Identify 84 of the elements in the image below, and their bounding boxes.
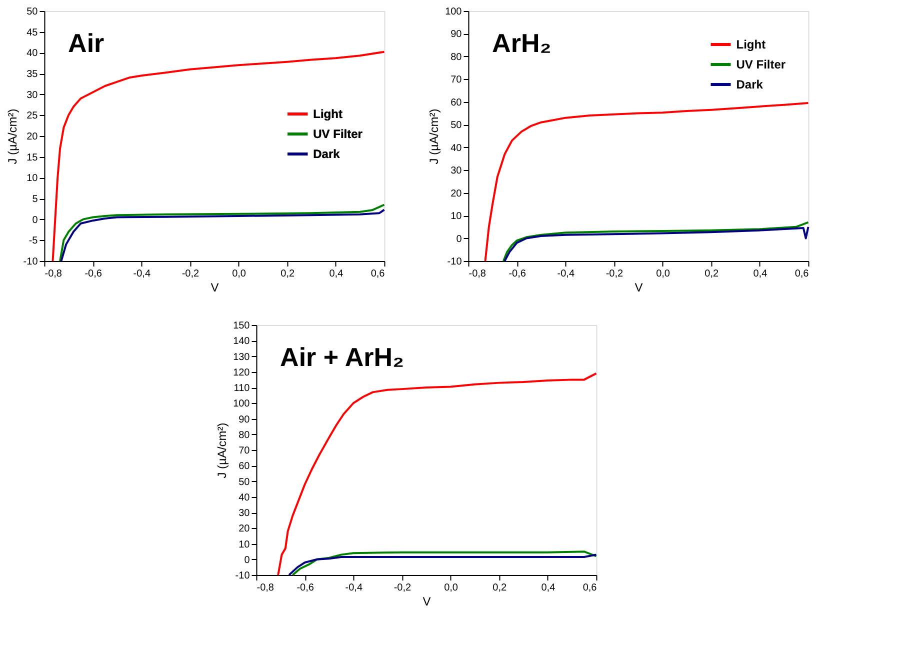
y-tick-label: 0 <box>456 234 462 245</box>
y-tick-label: 30 <box>238 508 250 519</box>
x-tick-label: -0,8 <box>44 268 62 280</box>
y-tick-label: 25 <box>26 110 38 122</box>
legend-label: UV Filter <box>736 58 786 72</box>
x-tick-label: 0,0 <box>656 268 670 280</box>
y-tick-label: 80 <box>450 52 462 63</box>
y-axis-title: J (µA/cm²) <box>215 422 230 478</box>
y-tick-label: 15 <box>26 152 38 164</box>
y-tick-label: -5 <box>28 236 38 247</box>
x-tick-label: 0,6 <box>370 268 386 280</box>
y-tick-label: 50 <box>450 120 462 132</box>
y-tick-label: 20 <box>26 132 38 142</box>
y-tick-label: 90 <box>238 414 250 426</box>
x-tick-label: 0,2 <box>492 582 507 594</box>
x-tick-label: -0,4 <box>557 268 575 280</box>
x-tick-label: -0,8 <box>468 268 486 280</box>
y-tick-label: 110 <box>234 383 250 394</box>
line-series <box>484 102 810 262</box>
text: Air <box>68 28 104 58</box>
y-tick-label: 20 <box>450 188 462 200</box>
y-axis-title: J (µA/cm²) <box>427 108 442 164</box>
y-tick-label: 60 <box>238 461 250 472</box>
y-tick-label: 10 <box>450 211 462 222</box>
x-tick-label: 0,4 <box>329 268 344 280</box>
y-tick-label: 80 <box>238 430 250 441</box>
y-tick-label: 140 <box>233 336 250 348</box>
y-tick-label: 100 <box>445 6 462 18</box>
y-tick-label: 20 <box>238 524 250 535</box>
line-series <box>52 50 386 262</box>
y-tick-label: 45 <box>26 27 38 38</box>
x-tick-label: 0,4 <box>753 268 768 280</box>
y-tick-label: 100 <box>233 398 250 410</box>
y-tick-label: 10 <box>26 173 38 184</box>
y-tick-label: 70 <box>450 74 462 86</box>
x-tick-label: -0,8 <box>256 582 274 594</box>
y-tick-label: 90 <box>450 29 462 40</box>
x-tick-label: -0,4 <box>133 268 151 280</box>
y-tick-label: 150 <box>233 320 250 332</box>
x-tick-label: -0,2 <box>606 268 624 280</box>
x-tick-label: 0,0 <box>444 582 458 594</box>
y-tick-label: 5 <box>32 194 38 205</box>
text: ArH₂ <box>492 28 552 58</box>
legend-label: UV Filter <box>313 127 363 141</box>
y-tick-label: 40 <box>26 48 38 60</box>
y-tick-label: 0 <box>32 214 38 226</box>
x-tick-label: 0,2 <box>704 268 719 280</box>
y-tick-label: 0 <box>244 554 250 566</box>
y-tick-label: 30 <box>26 90 38 101</box>
x-tick-label: -0,6 <box>508 268 526 280</box>
y-tick-label: -10 <box>235 570 250 582</box>
x-tick-label: 0,0 <box>232 268 246 280</box>
y-tick-label: 10 <box>238 539 250 550</box>
y-tick-label: 50 <box>26 6 38 18</box>
y-tick-label: 30 <box>450 166 462 177</box>
y-tick-label: 130 <box>233 352 250 363</box>
y-tick-label: -10 <box>23 256 38 268</box>
y-axis-title: J (µA/cm²) <box>5 108 20 164</box>
legend-label: Light <box>736 38 766 52</box>
y-tick-label: 40 <box>238 492 250 504</box>
x-tick-label: -0,6 <box>296 582 314 594</box>
y-tick-label: 120 <box>233 367 250 378</box>
x-tick-label: 0,6 <box>582 582 598 594</box>
x-tick-label: 0,2 <box>280 268 295 280</box>
y-tick-label: 40 <box>450 142 462 154</box>
x-axis-title: V <box>210 280 219 294</box>
x-axis-title: V <box>634 280 643 294</box>
x-axis-title: V <box>422 594 431 608</box>
x-tick-label: -0,4 <box>345 582 363 594</box>
x-tick-label: -0,2 <box>394 582 412 594</box>
x-tick-label: -0,6 <box>84 268 102 280</box>
legend-label: Dark <box>313 147 340 161</box>
y-tick-label: 50 <box>238 476 250 488</box>
y-tick-label: -10 <box>447 256 462 268</box>
x-tick-label: 0,4 <box>541 582 556 594</box>
legend-label: Dark <box>736 78 764 92</box>
y-tick-label: 70 <box>238 446 250 456</box>
line-series <box>277 372 598 576</box>
y-tick-label: 35 <box>26 69 38 80</box>
x-tick-label: 0,6 <box>794 268 810 280</box>
x-tick-label: -0,2 <box>182 268 200 280</box>
y-tick-label: 60 <box>450 97 462 108</box>
text: Air + ArH₂ <box>280 342 404 372</box>
legend-label: Light <box>313 107 342 121</box>
